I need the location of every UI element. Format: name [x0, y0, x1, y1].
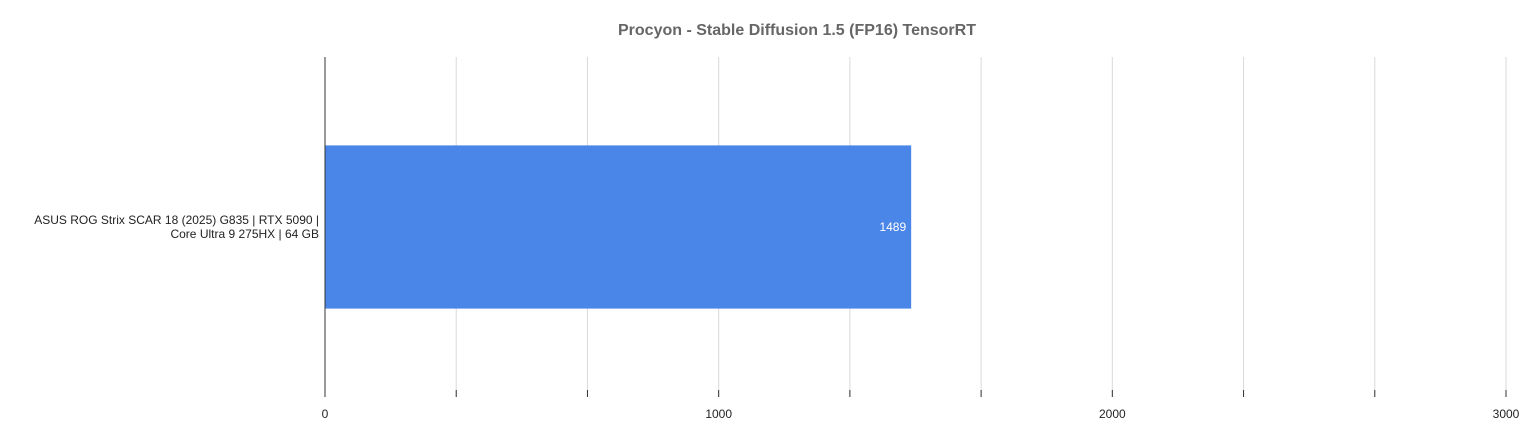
x-tick-label: 0: [322, 407, 329, 421]
x-tick-label: 2000: [1099, 407, 1126, 421]
x-tick-label: 1000: [705, 407, 732, 421]
y-tick-label: ASUS ROG Strix SCAR 18 (2025) G835 | RTX…: [34, 213, 319, 241]
bar: [325, 145, 912, 309]
chart-title: Procyon - Stable Diffusion 1.5 (FP16) Te…: [618, 22, 976, 39]
value-label: 1489: [879, 220, 906, 234]
x-tick-label: 3000: [1493, 407, 1520, 421]
